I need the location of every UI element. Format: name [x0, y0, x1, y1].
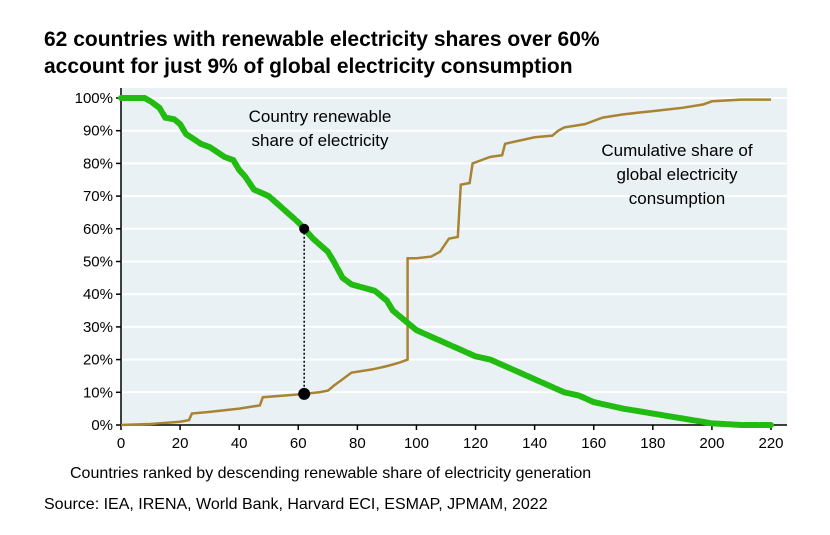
y-tick-label: 60%: [83, 221, 113, 238]
y-tick-label: 10%: [83, 384, 113, 401]
y-tick-label: 40%: [83, 286, 113, 303]
y-tick-label: 70%: [83, 188, 113, 205]
cumulative-series-label-3: consumption: [629, 189, 725, 208]
x-axis-label: Countries ranked by descending renewable…: [70, 465, 592, 482]
y-tick-label: 50%: [83, 254, 113, 271]
plot-background: [121, 88, 787, 425]
cumulative-series-label-2: global electricity: [617, 165, 738, 184]
y-tick-label: 80%: [83, 155, 113, 172]
highlight-renewable-point: [299, 223, 310, 234]
series-layer: [118, 95, 774, 428]
x-tick-label: 100: [404, 435, 429, 452]
x-tick-label: 60: [290, 435, 307, 452]
x-tick-label: 160: [581, 435, 606, 452]
x-tick-label: 20: [172, 435, 189, 452]
renewable-series-label-1: Country renewable: [249, 107, 392, 126]
x-tick-label: 40: [231, 435, 248, 452]
x-tick-label: 220: [758, 435, 783, 452]
source-note: Source: IEA, IRENA, World Bank, Harvard …: [44, 496, 548, 513]
renewable-series-label-2: share of electricity: [252, 131, 389, 150]
x-tick-label: 120: [463, 435, 488, 452]
x-tick-label: 0: [117, 435, 125, 452]
x-tick-label: 200: [699, 435, 724, 452]
y-tick-label: 20%: [83, 352, 113, 369]
title-line-1: 62 countries with renewable electricity …: [44, 28, 600, 51]
x-tick-label: 180: [640, 435, 665, 452]
highlight-cumulative-point: [298, 387, 311, 400]
title-line-2: account for just 9% of global electricit…: [44, 55, 573, 78]
gridlines: [121, 97, 787, 394]
y-tick-label: 100%: [75, 90, 113, 107]
renewable-share-line: [118, 95, 774, 428]
y-tick-label: 0%: [91, 417, 113, 434]
x-tick-label: 80: [349, 435, 366, 452]
cumulative-series-label-1: Cumulative share of: [601, 141, 752, 160]
x-tick-label: 140: [522, 435, 547, 452]
axes: 0% 10% 20% 30% 40% 50% 60% 70% 80% 90% 100% 0 20 40 60…: [75, 88, 787, 452]
chart-title: 62 countries with renewable electricity …: [44, 26, 600, 80]
y-tick-label: 30%: [83, 319, 113, 336]
y-tick-label: 90%: [83, 123, 113, 140]
cumulative-share-line: [120, 98, 771, 427]
